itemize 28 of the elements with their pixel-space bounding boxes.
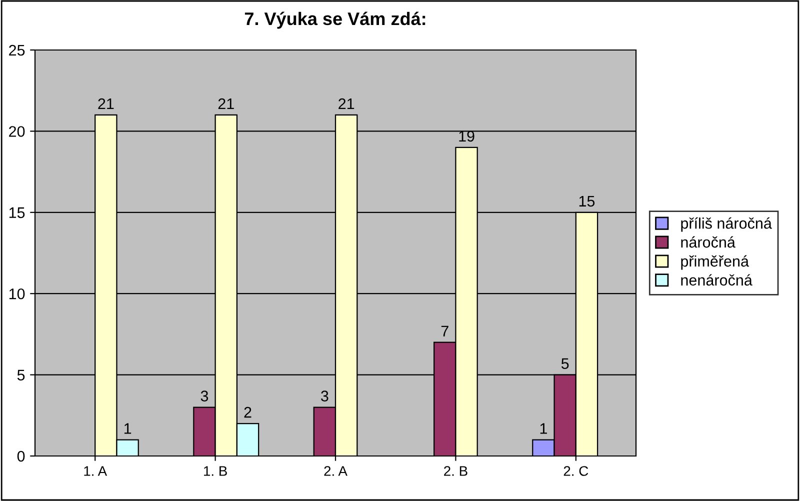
legend-label: přiměřená [681, 255, 749, 270]
y-tick-label: 15 [9, 207, 25, 218]
legend-label: náročná [681, 236, 736, 248]
data-label: 1 [124, 423, 132, 434]
y-tick-label: 5 [17, 370, 25, 380]
data-label: 3 [200, 390, 208, 402]
x-tick-label: 2. A [324, 466, 348, 476]
y-tick-label: 0 [17, 450, 25, 462]
data-label: 15 [579, 196, 595, 207]
x-tick-label: 2. B [444, 466, 468, 476]
x-tick-label: 1. B [204, 466, 227, 476]
data-label: 21 [338, 98, 354, 110]
data-label: 5 [561, 358, 569, 369]
data-label: 2 [244, 406, 252, 418]
legend-label: nenáročná [681, 274, 752, 286]
legend-label: příliš náročná [681, 217, 772, 232]
data-label: 3 [321, 390, 328, 402]
x-tick-label: 2. C [564, 466, 588, 476]
chart-title: 7. Výuka se Vám zdá: [244, 12, 426, 29]
data-label: 7 [441, 326, 448, 336]
data-label: 1 [540, 423, 547, 434]
data-label: 21 [218, 98, 234, 110]
x-tick-label: 1. A [84, 466, 108, 476]
data-label: 21 [98, 98, 114, 110]
y-tick-label: 25 [9, 44, 25, 56]
y-tick-label: 10 [9, 288, 25, 300]
data-label: 19 [459, 130, 474, 142]
y-tick-label: 20 [9, 126, 25, 137]
